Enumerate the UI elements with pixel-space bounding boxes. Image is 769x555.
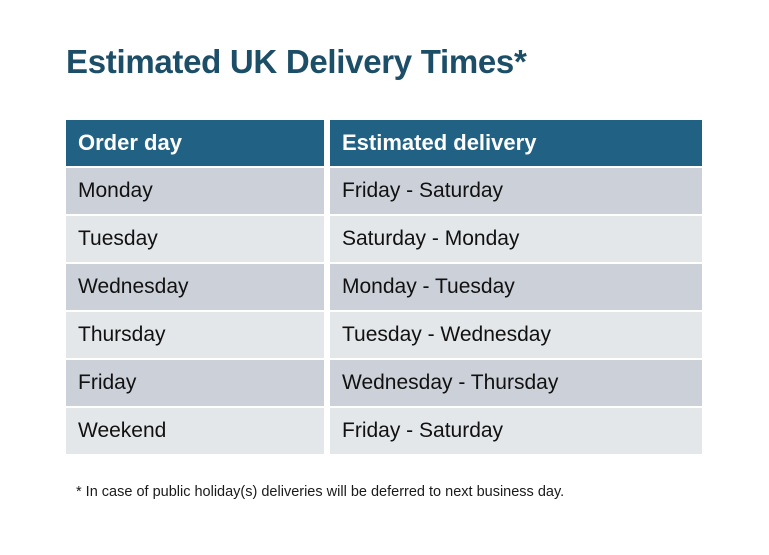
table-row: Wednesday Monday - Tuesday xyxy=(66,264,702,310)
table-row: Tuesday Saturday - Monday xyxy=(66,216,702,262)
table-row: Weekend Friday - Saturday xyxy=(66,408,702,454)
cell-estimated-delivery: Tuesday - Wednesday xyxy=(330,312,702,358)
cell-order-day: Thursday xyxy=(66,312,324,358)
delivery-times-table: Order day Estimated delivery Monday Frid… xyxy=(66,120,702,456)
table-row: Thursday Tuesday - Wednesday xyxy=(66,312,702,358)
column-header-order-day: Order day xyxy=(66,120,324,166)
cell-estimated-delivery: Friday - Saturday xyxy=(330,168,702,214)
cell-estimated-delivery: Friday - Saturday xyxy=(330,408,702,454)
table-row: Friday Wednesday - Thursday xyxy=(66,360,702,406)
table-header-row: Order day Estimated delivery xyxy=(66,120,702,166)
cell-order-day: Monday xyxy=(66,168,324,214)
footnote-text: * In case of public holiday(s) deliverie… xyxy=(76,484,565,500)
table-row: Monday Friday - Saturday xyxy=(66,168,702,214)
column-header-estimated-delivery: Estimated delivery xyxy=(330,120,702,166)
cell-estimated-delivery: Saturday - Monday xyxy=(330,216,702,262)
page-title: Estimated UK Delivery Times* xyxy=(66,43,527,80)
cell-order-day: Wednesday xyxy=(66,264,324,310)
cell-order-day: Weekend xyxy=(66,408,324,454)
cell-estimated-delivery: Wednesday - Thursday xyxy=(330,360,702,406)
cell-order-day: Tuesday xyxy=(66,216,324,262)
cell-estimated-delivery: Monday - Tuesday xyxy=(330,264,702,310)
cell-order-day: Friday xyxy=(66,360,324,406)
